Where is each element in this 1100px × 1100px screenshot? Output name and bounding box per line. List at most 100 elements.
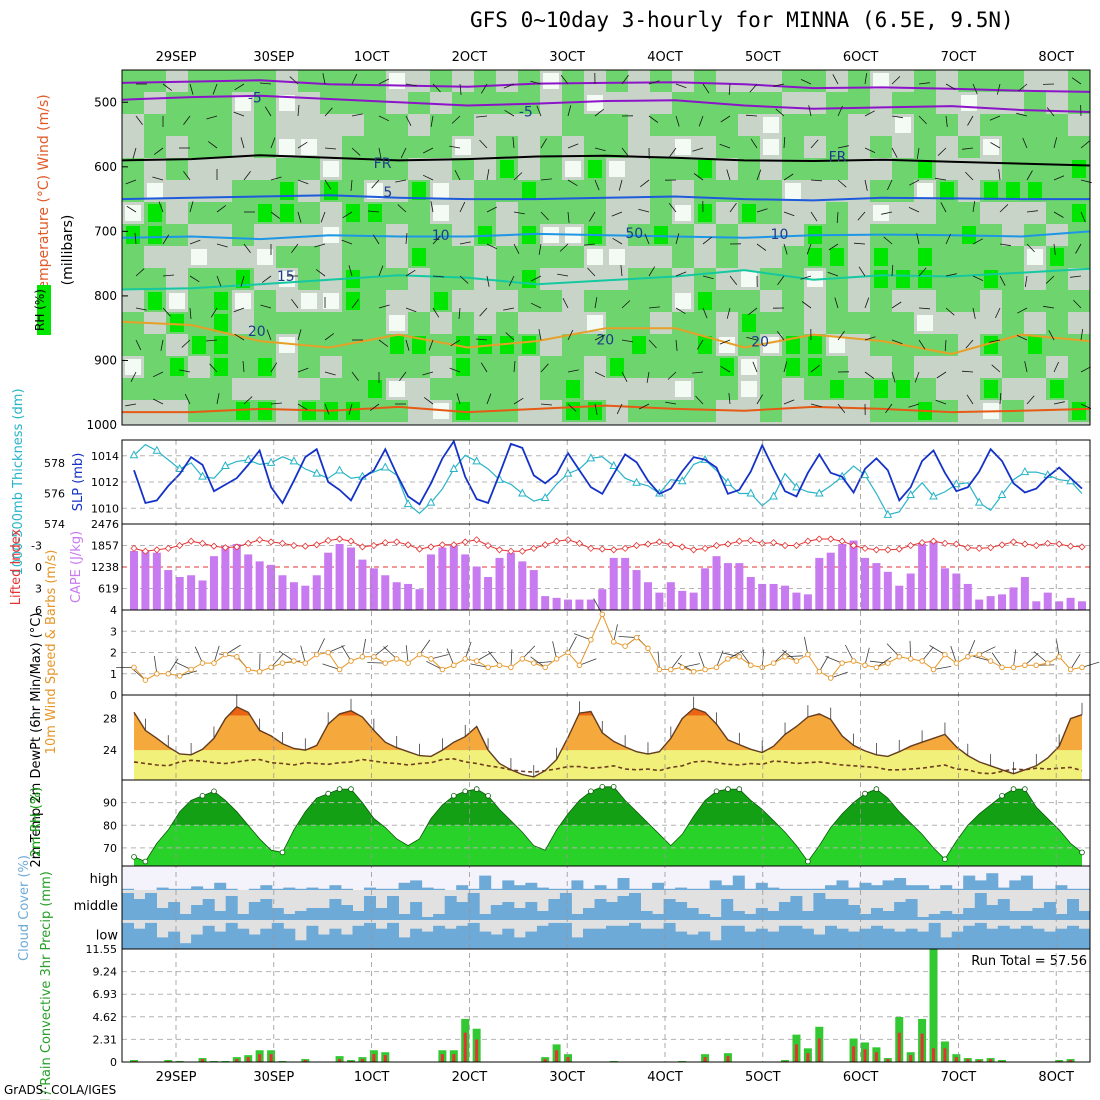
lifted-tick-label: 3 [35, 583, 42, 596]
rh2m-marker [873, 786, 880, 792]
wind-barb [212, 83, 218, 95]
lifted-index-marker [747, 536, 755, 545]
surface-wind-barb [194, 646, 203, 664]
rh-cell [342, 158, 364, 180]
thickness-marker [221, 460, 230, 469]
rh-cell [540, 180, 562, 202]
wind-barb [918, 82, 930, 85]
wind-speed-marker [919, 658, 925, 664]
rh-cell [430, 114, 452, 136]
wind-barb [536, 105, 542, 117]
wind-barb [243, 396, 253, 405]
rh-cell-high [1050, 380, 1064, 398]
wind-tick-label: 3 [110, 625, 117, 638]
wind-barb [1070, 275, 1082, 278]
rh-cell [386, 136, 408, 158]
wind-speed-marker [382, 660, 389, 666]
rh-cell [1068, 136, 1090, 158]
cloud-cell [801, 888, 814, 890]
cloud-cell [698, 931, 711, 949]
cloud-cell [894, 878, 907, 890]
rh-cell [760, 312, 782, 334]
rh-cell-dry [587, 249, 603, 265]
rh-cell [122, 70, 144, 92]
precip-convective-bar [303, 1060, 307, 1062]
cloud-cell [260, 899, 273, 920]
wind-barb [557, 273, 569, 277]
rh-cell [870, 290, 892, 312]
cloud-cell [548, 888, 561, 890]
rh-cell [1068, 92, 1090, 114]
rh-cell [232, 334, 254, 356]
wind-barb [371, 179, 380, 189]
rh-cell [606, 290, 628, 312]
wind-speed-marker [211, 660, 217, 666]
precip-convective-bar [372, 1054, 376, 1062]
cape-bar [712, 556, 721, 610]
wind-barb [559, 243, 569, 252]
wind-barb [216, 205, 227, 213]
surface-wind-barb [593, 598, 603, 615]
wind-speed-marker [199, 660, 206, 666]
rh-cell-dry [675, 293, 691, 309]
rh-cell [628, 290, 650, 312]
lifted-index-marker [941, 539, 949, 547]
lifted-index-marker [850, 541, 858, 550]
rh-cell [1046, 158, 1068, 180]
date-label-top: 30SEP [253, 50, 294, 65]
date-label-top: 5OCT [745, 50, 781, 65]
upper-air-units: (millibars) [60, 215, 76, 286]
contour-label: 10 [771, 227, 789, 243]
wind-barb [451, 115, 461, 124]
wind-barb [130, 371, 137, 382]
lifted-index-marker [518, 547, 526, 555]
rh-cell-dry [675, 139, 691, 155]
wind-barb [351, 147, 361, 156]
cloud-cell [986, 928, 999, 949]
rh-cell [364, 92, 386, 114]
lifted-index-marker [541, 541, 549, 549]
lifted-index-marker [324, 536, 332, 545]
cloud-cell [156, 887, 169, 890]
rh-cell [342, 378, 364, 400]
rh-cell [298, 202, 320, 224]
cape-bar [1066, 597, 1075, 610]
surface-wind-barb [973, 655, 991, 662]
cloud-cell [974, 893, 987, 920]
lifted-index-marker [1078, 543, 1086, 551]
rh-cell [320, 92, 342, 114]
rh-cell [980, 114, 1002, 136]
lifted-index-marker [838, 537, 846, 545]
wind-speed-marker [885, 660, 891, 666]
cloud-cell [271, 908, 284, 920]
cloud-cell [583, 888, 595, 890]
cloud-cell [456, 902, 469, 920]
rh-cell [980, 70, 1002, 92]
wind-speed-marker [256, 668, 263, 675]
wind-barb [289, 76, 299, 85]
wind-speed-marker [702, 666, 708, 673]
rh-cell-high [610, 358, 624, 376]
surface-wind-barb [552, 641, 557, 659]
wind-speed-marker [188, 666, 194, 673]
rh-cell [958, 136, 980, 158]
wind-barb [1024, 361, 1028, 373]
cloud-cell [571, 880, 584, 890]
wind-barb [135, 115, 143, 126]
wind-barb [728, 393, 731, 405]
wind-barb [999, 275, 1006, 286]
precip-tick-label: 9.24 [93, 966, 118, 979]
wind-barb [1045, 275, 1055, 284]
thickness-ylabel: 1000-500mb Thickness (dm) [11, 388, 26, 575]
cloud-row-label: high [90, 872, 118, 887]
rh-cell [892, 312, 914, 334]
wind-barb [594, 179, 600, 191]
precip-convective-bar [258, 1054, 262, 1062]
thickness-marker [906, 489, 916, 498]
cloud-cell [156, 937, 169, 949]
rh2m-marker [1010, 786, 1017, 792]
rh2m-marker [862, 790, 868, 797]
lifted-index-marker [553, 537, 561, 545]
rh-cell-high [786, 336, 800, 354]
wind-barb [594, 297, 598, 309]
